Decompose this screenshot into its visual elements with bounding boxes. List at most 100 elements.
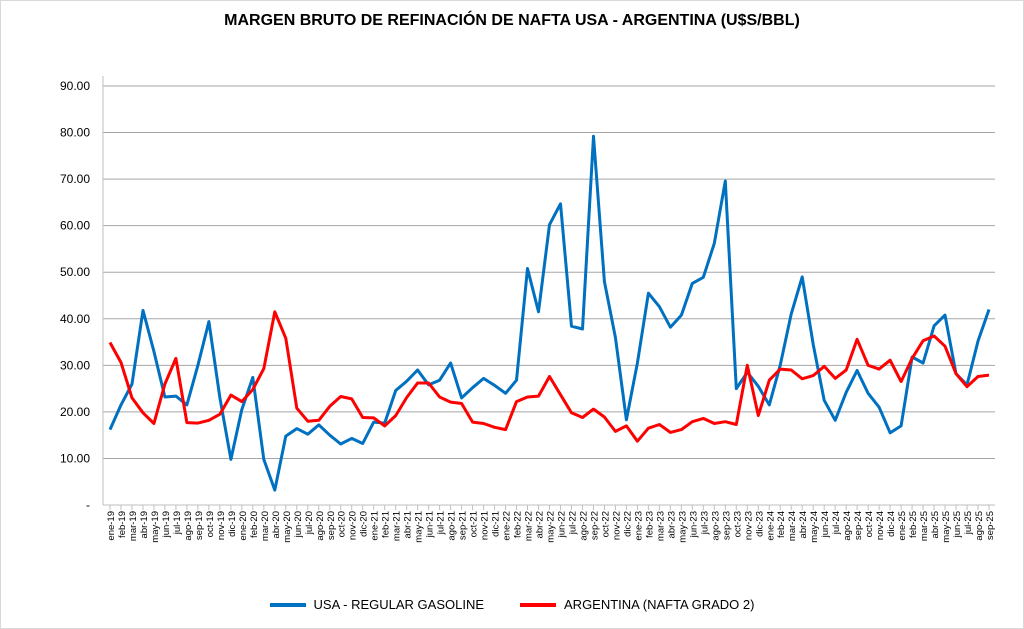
x-tick-label: nov-20	[348, 511, 359, 540]
x-tick-label: jul-21	[436, 511, 447, 535]
x-tick-label: jul-24	[831, 511, 842, 535]
x-tick-label: ago-25	[974, 511, 985, 541]
x-tick-label: abr-25	[930, 511, 941, 538]
x-tick-label: sep-20	[326, 511, 337, 540]
x-tick-label: dic-24	[886, 511, 897, 537]
x-tick-label: jul-20	[304, 511, 315, 535]
x-tick-label: abr-21	[403, 511, 414, 538]
legend-label-usa: USA - REGULAR GASOLINE	[313, 597, 485, 612]
x-tick-label: sep-21	[458, 511, 469, 540]
x-tick-label: jul-22	[567, 511, 578, 535]
x-tick-label: nov-22	[611, 511, 622, 540]
x-tick-label: jun-24	[820, 511, 831, 538]
x-tick-label: abr-19	[139, 511, 150, 538]
x-tick-label: nov-21	[480, 511, 491, 540]
legend-item-usa: USA - REGULAR GASOLINE	[269, 597, 485, 612]
x-tick-label: ene-20	[238, 511, 249, 541]
x-tick-label: mar-20	[260, 511, 271, 541]
x-tick-label: abr-23	[666, 511, 677, 538]
series-line-usa	[108, 134, 991, 492]
x-tick-label: dic-23	[754, 511, 765, 537]
x-tick-label: may-24	[809, 511, 820, 543]
chart-title: MARGEN BRUTO DE REFINACIÓN DE NAFTA USA …	[224, 12, 800, 29]
legend-swatch-argentina	[520, 602, 557, 607]
x-tick-label: jul-25	[963, 511, 974, 535]
x-tick-label: oct-20	[337, 511, 348, 537]
x-tick-label: oct-23	[732, 511, 743, 537]
x-tick-label: sep-25	[985, 511, 996, 540]
x-tick-label: may-25	[941, 511, 952, 543]
x-tick-label: jul-19	[172, 511, 183, 535]
y-tick-label: 50.00	[60, 265, 90, 279]
x-tick-label: sep-22	[589, 511, 600, 540]
x-tick-label: mar-25	[919, 511, 930, 541]
x-tick-label: feb-19	[117, 511, 128, 538]
legend: USA - REGULAR GASOLINE ARGENTINA (NAFTA …	[0, 597, 1024, 612]
x-tick-label: mar-24	[787, 511, 798, 541]
x-tick-label: may-19	[150, 511, 161, 543]
x-tick-label: may-22	[546, 511, 557, 543]
x-tick-label: may-21	[414, 511, 425, 543]
x-tick-label: mar-19	[128, 511, 139, 541]
x-tick-label: ago-19	[183, 511, 194, 541]
x-tick-label: ago-24	[842, 511, 853, 541]
x-tick-label: feb-24	[776, 511, 787, 538]
x-tick-label: may-23	[677, 511, 688, 543]
y-tick-label: 90.00	[60, 79, 90, 93]
x-tick-label: dic-20	[359, 511, 370, 537]
y-tick-label: 30.00	[60, 358, 90, 372]
x-tick-label: nov-19	[216, 511, 227, 540]
x-tick-label: mar-21	[392, 511, 403, 541]
x-tick-label: sep-23	[721, 511, 732, 540]
x-tick-label: ene-21	[370, 511, 381, 541]
x-tick-label: feb-22	[513, 511, 524, 538]
x-tick-label: oct-21	[469, 511, 480, 537]
y-tick-label: 70.00	[60, 172, 90, 186]
y-tick-label: 80.00	[60, 126, 90, 140]
x-tick-label: ene-22	[502, 511, 513, 541]
x-tick-label: jun-19	[161, 511, 172, 538]
x-tick-label: mar-23	[655, 511, 666, 541]
y-tick-label: -	[86, 498, 90, 512]
x-tick-label: jun-25	[952, 511, 963, 538]
x-tick-label: feb-25	[908, 511, 919, 538]
x-tick-label: nov-24	[875, 511, 886, 540]
legend-label-argentina: ARGENTINA (NAFTA GRADO 2)	[564, 597, 755, 612]
x-tick-label: jun-22	[556, 511, 567, 538]
y-tick-label: 40.00	[60, 312, 90, 326]
x-tick-label: ene-25	[897, 511, 908, 541]
x-tick-label: dic-19	[227, 511, 238, 537]
x-tick-label: feb-20	[249, 511, 260, 538]
x-tick-label: ene-19	[106, 511, 117, 541]
x-tick-label: may-20	[282, 511, 293, 543]
x-tick-label: abr-24	[798, 511, 809, 538]
x-tick-label: oct-24	[864, 511, 875, 537]
x-tick-label: abr-22	[535, 511, 546, 538]
x-tick-label: oct-22	[600, 511, 611, 537]
x-tick-label: abr-20	[271, 511, 282, 538]
legend-item-argentina: ARGENTINA (NAFTA GRADO 2)	[520, 597, 754, 612]
x-tick-label: ene-24	[765, 511, 776, 541]
x-tick-label: dic-22	[622, 511, 633, 537]
y-tick-label: 60.00	[60, 219, 90, 233]
x-tick-label: mar-22	[524, 511, 535, 541]
y-tick-label: 10.00	[60, 451, 90, 465]
x-tick-label: jun-21	[425, 511, 436, 538]
x-tick-label: ago-21	[447, 511, 458, 541]
x-tick-label: ago-20	[315, 511, 326, 541]
x-tick-label: jun-20	[293, 511, 304, 538]
x-tick-label: feb-21	[381, 511, 392, 538]
x-tick-label: sep-19	[194, 511, 205, 540]
legend-swatch-usa	[269, 602, 306, 607]
x-tick-label: jul-23	[699, 511, 710, 535]
x-tick-label: oct-19	[205, 511, 216, 537]
x-tick-label: ago-22	[578, 511, 589, 541]
x-tick-label: feb-23	[644, 511, 655, 538]
x-tick-label: ago-23	[710, 511, 721, 541]
x-tick-label: sep-24	[853, 511, 864, 540]
x-tick-label: dic-21	[491, 511, 502, 537]
x-tick-label: nov-23	[743, 511, 754, 540]
y-tick-label: 20.00	[60, 405, 90, 419]
x-tick-label: jun-23	[688, 511, 699, 538]
